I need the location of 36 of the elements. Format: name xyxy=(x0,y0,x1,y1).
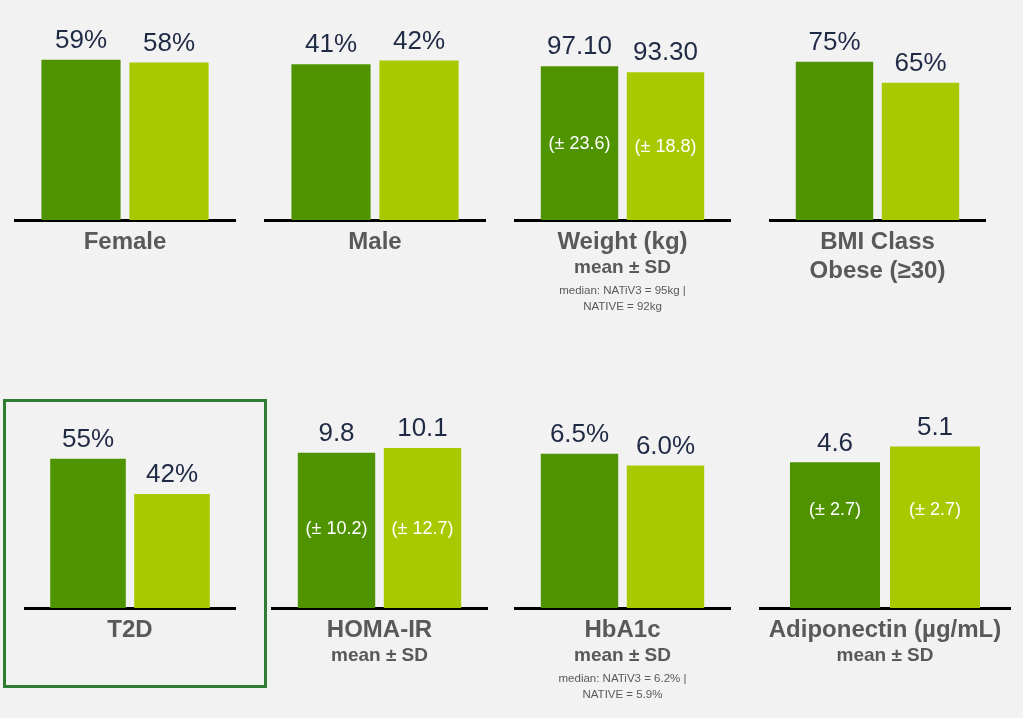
annotation: (± 23.6) xyxy=(548,132,611,153)
data-label: 42% xyxy=(145,458,199,489)
annotation: (± 18.8) xyxy=(634,136,697,157)
x-tick-label: Weight (kg) xyxy=(557,227,688,255)
data-label: 75% xyxy=(808,25,861,56)
data-label: 59% xyxy=(54,24,108,55)
data-label: 41% xyxy=(304,28,358,59)
annotation: (± 10.2) xyxy=(305,517,368,538)
text: median: NATiV3 = 95kg | NATIVE = 92kg xyxy=(558,283,687,314)
annotation: (± 2.7) xyxy=(909,498,961,519)
x-axis-title: mean ± SD xyxy=(573,644,672,666)
x-tick-label: Male xyxy=(348,227,402,255)
x-tick-label: T2D xyxy=(107,615,153,643)
data-label: 58% xyxy=(142,26,196,57)
data-label: 5.1 xyxy=(916,410,954,441)
data-label: 4.6 xyxy=(816,426,854,457)
data-label: 55% xyxy=(61,422,115,453)
data-label: 6.0% xyxy=(635,429,696,460)
annotation: (± 12.7) xyxy=(391,517,454,538)
x-axis-title: mean ± SD xyxy=(835,644,935,666)
x-tick-label: Female xyxy=(83,227,167,255)
x-tick-label: Adiponectin (µg/mL) xyxy=(768,615,1002,643)
x-tick-label: HOMA-IR xyxy=(326,615,433,643)
data-label: 65% xyxy=(894,46,947,77)
data-label: 93.30 xyxy=(632,36,699,67)
data-label: 9.8 xyxy=(318,417,355,448)
data-label: 42% xyxy=(392,24,446,55)
x-tick-label: BMI Class Obese (≥30) xyxy=(809,227,946,283)
data-label: 10.1 xyxy=(397,412,448,443)
x-tick-label: HbA1c xyxy=(584,615,661,643)
data-label: 6.5% xyxy=(549,417,610,448)
text: median: NATiV3 = 6.2% | NATIVE = 5.9% xyxy=(557,671,688,702)
annotation: (± 2.7) xyxy=(809,498,861,519)
data-label: 97.10 xyxy=(546,30,613,61)
x-axis-title: mean ± SD xyxy=(573,256,672,278)
x-axis-title: mean ± SD xyxy=(330,644,429,666)
